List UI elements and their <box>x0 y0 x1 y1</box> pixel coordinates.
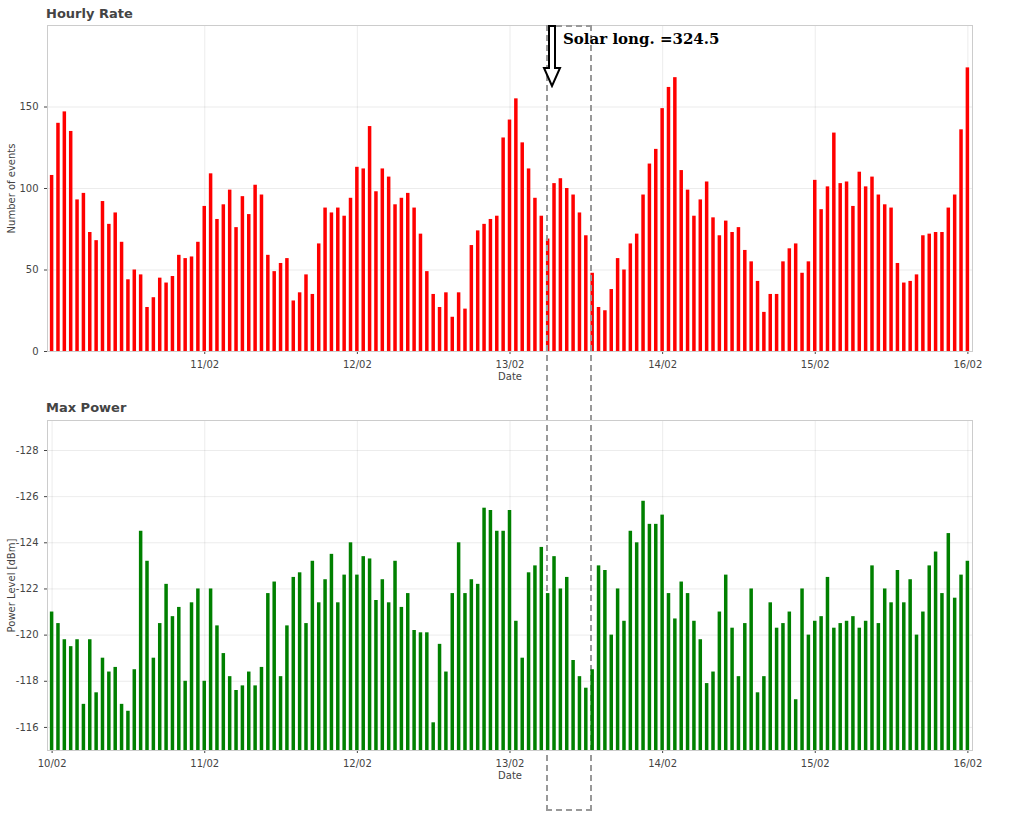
svg-text:-122: -122 <box>16 583 39 594</box>
svg-text:12/02: 12/02 <box>343 359 372 370</box>
svg-text:12/02: 12/02 <box>343 758 372 769</box>
svg-text:15/02: 15/02 <box>801 758 830 769</box>
html-text:Max Power: Max Power <box>46 400 127 415</box>
svg-text:150: 150 <box>19 101 38 112</box>
svg-text:11/02: 11/02 <box>190 758 219 769</box>
svg-text:10/02: 10/02 <box>38 758 67 769</box>
svg-text:Date: Date <box>498 770 522 781</box>
svg-text:11/02: 11/02 <box>190 359 219 370</box>
svg-text:16/02: 16/02 <box>953 359 982 370</box>
html-text:Hourly Rate: Hourly Rate <box>46 6 133 21</box>
svg-text:-120: -120 <box>16 629 39 640</box>
svg-text:13/02: 13/02 <box>496 359 525 370</box>
svg-text:-124: -124 <box>16 537 39 548</box>
svg-text:-128: -128 <box>16 445 39 456</box>
svg-text:14/02: 14/02 <box>648 359 677 370</box>
svg-text:-116: -116 <box>16 722 39 733</box>
svg-text:Number of events: Number of events <box>6 144 17 234</box>
svg-text:14/02: 14/02 <box>648 758 677 769</box>
svg-text:16/02: 16/02 <box>953 758 982 769</box>
svg-text:15/02: 15/02 <box>801 359 830 370</box>
html-text:Solar long. =324.5: Solar long. =324.5 <box>563 30 720 48</box>
svg-text:50: 50 <box>26 264 39 275</box>
svg-text:Power Level [dBm]: Power Level [dBm] <box>6 539 17 633</box>
svg-text:100: 100 <box>19 183 38 194</box>
svg-text:13/02: 13/02 <box>496 758 525 769</box>
svg-text:0: 0 <box>32 346 38 357</box>
svg-text:Date: Date <box>498 371 522 382</box>
svg-text:-118: -118 <box>16 675 39 686</box>
svg-text:-126: -126 <box>16 491 39 502</box>
